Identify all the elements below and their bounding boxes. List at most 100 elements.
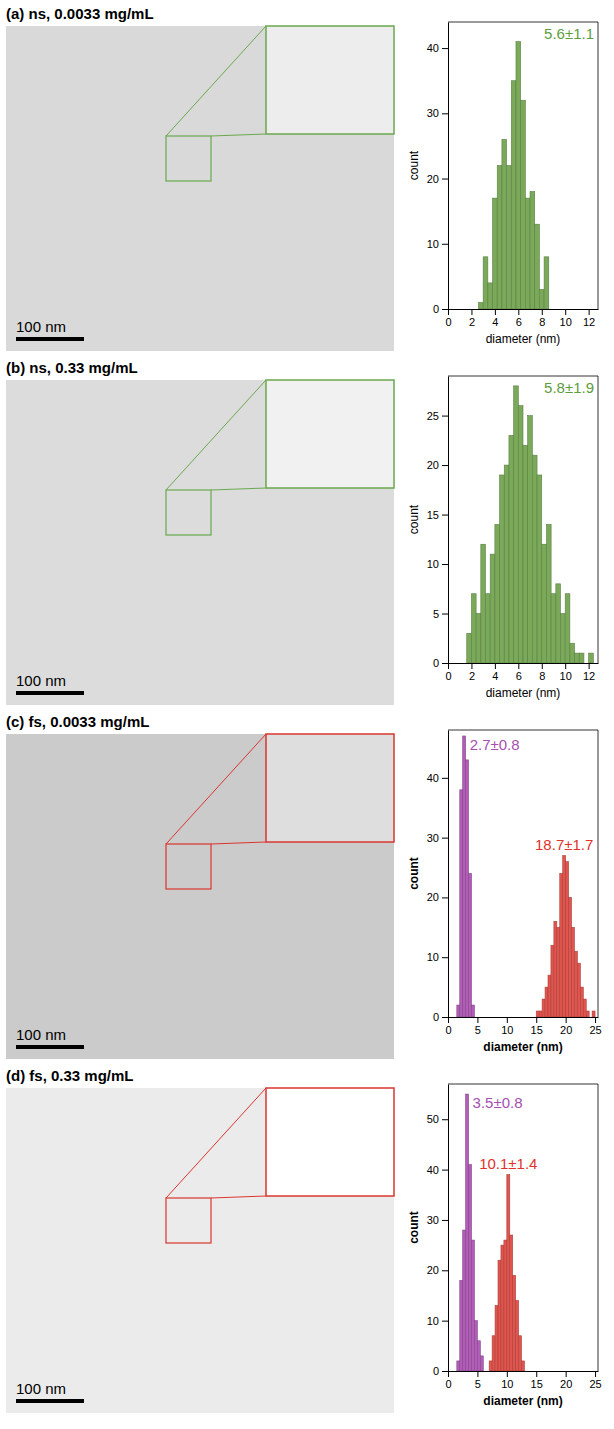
tick: 40 [427, 42, 448, 54]
histogram-bar [580, 987, 583, 1017]
tick-label: 0 [433, 1011, 439, 1023]
tick-mark [442, 663, 448, 664]
tick: 5 [433, 608, 448, 620]
tick-mark [589, 309, 590, 315]
tick-label: 6 [516, 316, 522, 328]
tick: 10 [427, 951, 448, 963]
tick-mark [442, 1170, 448, 1171]
histogram-bar [572, 927, 575, 1017]
histogram-bar [488, 283, 493, 309]
tick-label: 50 [427, 1113, 439, 1125]
histogram-bar [495, 1306, 498, 1371]
histogram-bar [481, 544, 486, 663]
y-axis-title: count [407, 150, 421, 180]
tick: 15 [427, 509, 448, 521]
histogram-bar [565, 594, 570, 663]
tick: 0 [445, 663, 451, 682]
tick-mark [536, 1371, 537, 1377]
tick-mark [442, 1270, 448, 1271]
histogram-bar [467, 633, 472, 663]
histogram-bar [497, 166, 502, 310]
histogram-bar [542, 544, 547, 663]
tick-label: 0 [445, 670, 451, 682]
micrograph [6, 380, 394, 705]
tick-mark [442, 838, 448, 839]
scale-bar [16, 1045, 84, 1049]
histogram-bar [592, 1011, 595, 1017]
tick-label: 4 [492, 316, 498, 328]
inset [266, 734, 394, 842]
tick-label: 0 [445, 1024, 451, 1036]
tick: 10 [427, 1315, 448, 1327]
panel-title: (d) fs, 0.33 mg/mL [6, 1067, 134, 1084]
axis-line [449, 1371, 599, 1372]
histogram-bar [566, 862, 569, 1017]
tick-label: 5 [475, 1024, 481, 1036]
histogram-bar [521, 100, 526, 309]
tick-label: 10 [560, 670, 572, 682]
tick-mark [442, 1321, 448, 1322]
tick-mark [507, 1017, 508, 1023]
annotation: 5.6±1.1 [544, 25, 594, 42]
tick: 0 [445, 1017, 451, 1036]
tick-label: 12 [583, 316, 595, 328]
plot-background [448, 1084, 598, 1371]
histogram-bar [495, 524, 500, 663]
histogram-bar [579, 653, 584, 663]
histogram-bar [560, 874, 563, 1018]
histogram-bar [489, 1361, 492, 1371]
tick-mark [442, 614, 448, 615]
plot-frame [448, 1084, 598, 1371]
histogram-bar [477, 1341, 480, 1371]
histogram-bar [457, 1005, 460, 1017]
tick-mark [442, 179, 448, 180]
tick: 20 [560, 1371, 572, 1390]
histogram-bar [574, 951, 577, 1017]
tick-label: 0 [433, 1365, 439, 1377]
histogram-bar [463, 736, 466, 1017]
tick-label: 15 [427, 509, 439, 521]
histogram-bar [570, 643, 575, 663]
tick-label: 5 [475, 1378, 481, 1390]
annotation: 5.8±1.9 [544, 379, 594, 396]
tick: 20 [427, 1264, 448, 1276]
tick: 15 [531, 1017, 543, 1036]
axis-line [448, 731, 449, 1018]
tick-mark [495, 309, 496, 315]
histogram-bar [535, 224, 540, 309]
histogram-bar [546, 524, 551, 663]
tick-label: 8 [539, 316, 545, 328]
inset-leader [166, 380, 266, 490]
histogram-bar [474, 1321, 477, 1371]
histogram-bar [507, 1175, 510, 1371]
tick-label: 20 [560, 1378, 572, 1390]
histogram-bar [586, 1011, 589, 1017]
scale-bar-label: 100 nm [16, 318, 66, 335]
tick-label: 40 [427, 42, 439, 54]
tick: 2 [469, 309, 475, 328]
tick-mark [442, 897, 448, 898]
tick-label: 5 [433, 608, 439, 620]
tick-mark [595, 1371, 596, 1377]
histogram-bar [480, 1356, 483, 1371]
tick: 4 [492, 663, 498, 682]
tick-label: 20 [427, 1264, 439, 1276]
histogram-bar [569, 897, 572, 1017]
tick: 0 [433, 657, 448, 669]
tick-mark [442, 957, 448, 958]
histogram-bar [554, 921, 557, 1017]
tick: 30 [427, 1214, 448, 1226]
histogram-bar [539, 289, 544, 309]
histogram-bar [536, 1011, 539, 1017]
panel-title: (c) fs, 0.0033 mg/mL [6, 713, 149, 730]
histogram-bar [561, 614, 566, 663]
tick: 15 [531, 1371, 543, 1390]
tick-mark [565, 663, 566, 669]
tick: 10 [427, 238, 448, 250]
tick-label: 20 [560, 1024, 572, 1036]
axis-line [448, 23, 449, 310]
tick: 6 [516, 309, 522, 328]
histogram-bar [466, 760, 469, 1017]
panel-title: (b) ns, 0.33 mg/mL [6, 359, 138, 376]
panel: (d) fs, 0.33 mg/mL100 nm0510152025010203… [6, 1067, 602, 1413]
